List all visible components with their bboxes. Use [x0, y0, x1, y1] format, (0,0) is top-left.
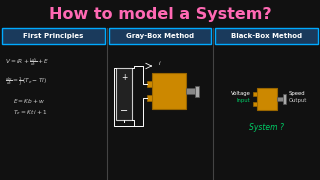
- Bar: [147, 95, 152, 101]
- Text: First Principles: First Principles: [23, 33, 84, 39]
- FancyBboxPatch shape: [109, 28, 211, 44]
- Text: How to model a System?: How to model a System?: [49, 6, 271, 21]
- Text: Gray-Box Method: Gray-Box Method: [126, 33, 194, 39]
- Text: Output: Output: [289, 98, 307, 102]
- Bar: [257, 88, 276, 110]
- Bar: [276, 97, 283, 101]
- Text: Speed: Speed: [289, 91, 305, 96]
- Bar: [283, 94, 285, 104]
- Text: $T_e = Kt\,i + 1$: $T_e = Kt\,i + 1$: [13, 109, 48, 118]
- Text: Black-Box Method: Black-Box Method: [231, 33, 302, 39]
- FancyBboxPatch shape: [215, 28, 318, 44]
- Text: −: −: [120, 106, 128, 116]
- Text: Voltage: Voltage: [231, 91, 251, 96]
- Bar: [195, 86, 199, 96]
- Bar: [147, 81, 152, 87]
- Text: $E = Kb + w$: $E = Kb + w$: [13, 97, 45, 105]
- Bar: [186, 88, 195, 94]
- Bar: [252, 92, 257, 96]
- Text: $V = iR + \frac{Ldi}{dt} + E$: $V = iR + \frac{Ldi}{dt} + E$: [5, 56, 49, 68]
- Text: Input: Input: [237, 98, 251, 102]
- Text: System ?: System ?: [249, 123, 284, 132]
- Text: +: +: [121, 73, 127, 82]
- FancyBboxPatch shape: [2, 28, 105, 44]
- Text: i: i: [159, 60, 161, 66]
- Bar: [116, 68, 132, 120]
- Bar: [152, 73, 186, 109]
- Text: $\frac{dw}{dt} = \frac{1}{J}(T_e - Tl)$: $\frac{dw}{dt} = \frac{1}{J}(T_e - Tl)$: [5, 75, 47, 89]
- Bar: [252, 102, 257, 106]
